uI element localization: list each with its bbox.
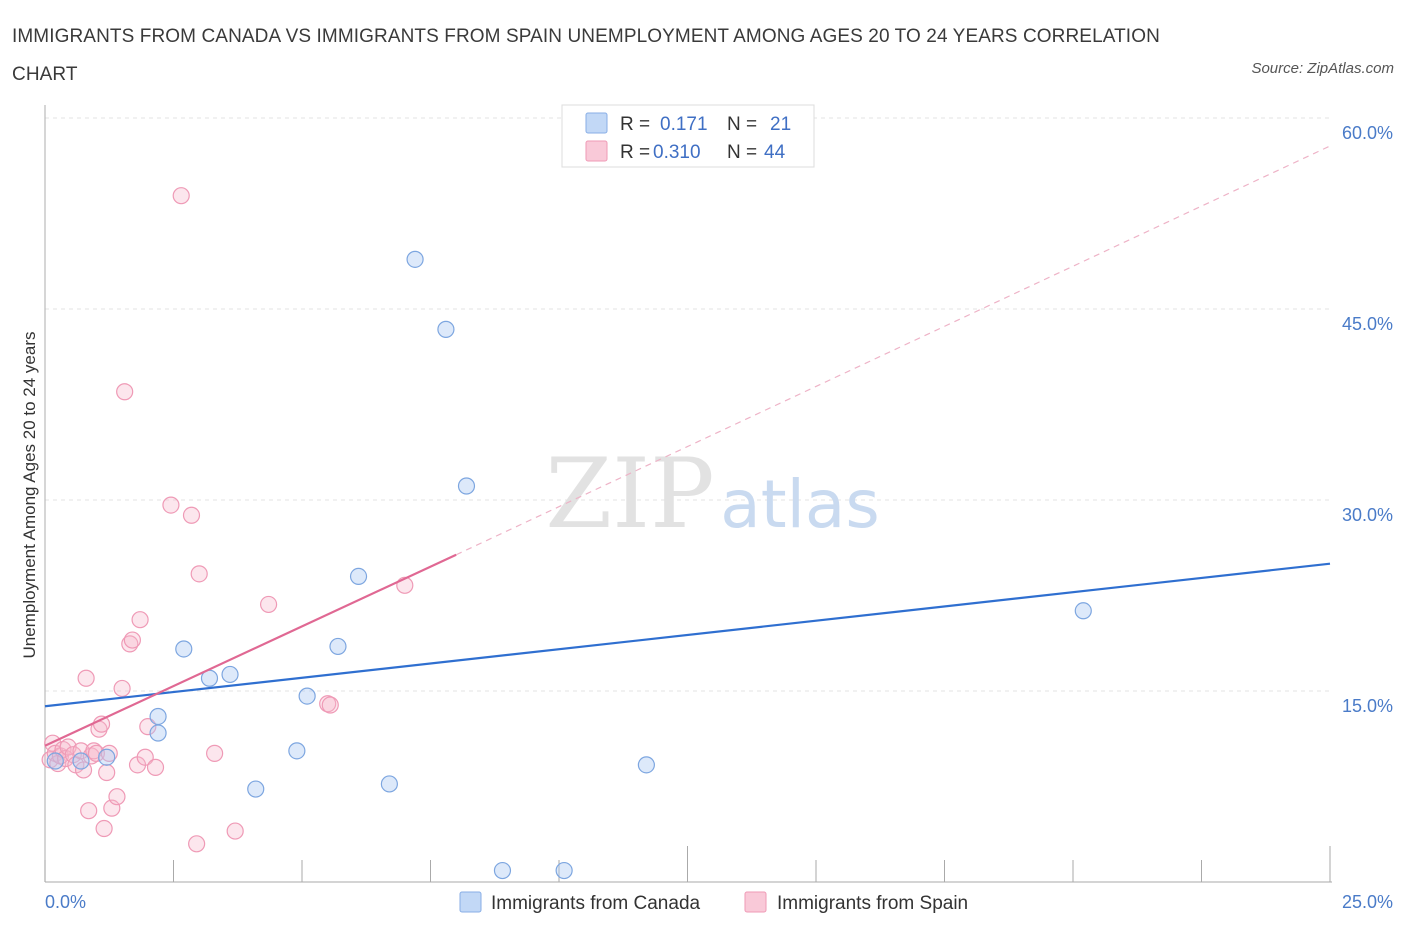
grid-lines bbox=[45, 117, 1330, 692]
point-spain bbox=[172, 187, 190, 205]
point-spain bbox=[188, 835, 206, 853]
legend-swatch-canada bbox=[585, 112, 608, 134]
point-spain bbox=[182, 506, 201, 524]
point-canada bbox=[457, 477, 476, 495]
legend-top: R = 0.171 N = 21 R = 0.310 N = 44 bbox=[561, 104, 815, 168]
point-spain bbox=[131, 611, 149, 629]
point-canada bbox=[149, 707, 167, 726]
legend-n-label-spain: N = bbox=[727, 142, 757, 163]
watermark-zip: ZIP bbox=[545, 438, 714, 550]
legend-r-value-spain: 0.310 bbox=[653, 142, 701, 163]
legend-r-value-canada: 0.171 bbox=[660, 114, 708, 135]
legend-bottom-swatch-canada bbox=[459, 891, 482, 913]
legend-bottom: Immigrants from Canada Immigrants from S… bbox=[459, 891, 968, 914]
legend-n-value-canada: 21 bbox=[770, 114, 791, 135]
point-spain bbox=[95, 819, 113, 838]
point-canada bbox=[72, 752, 90, 770]
point-canada bbox=[637, 756, 655, 774]
point-spain bbox=[139, 718, 157, 736]
point-canada bbox=[98, 748, 116, 766]
point-spain bbox=[77, 669, 95, 687]
point-spain bbox=[87, 744, 106, 762]
y-tick-label: 45.0% bbox=[1342, 314, 1393, 334]
point-canada bbox=[493, 861, 512, 880]
point-spain bbox=[162, 496, 180, 514]
point-canada bbox=[1074, 602, 1092, 620]
legend-bottom-spain: Immigrants from Spain bbox=[777, 893, 968, 914]
legend-bottom-canada: Immigrants from Canada bbox=[491, 893, 701, 914]
point-canada bbox=[329, 637, 347, 656]
point-canada bbox=[247, 780, 265, 798]
legend-n-label-canada: N = bbox=[727, 114, 757, 135]
x-tick-label-min: 0.0% bbox=[45, 892, 86, 912]
trend-line-spain-extended bbox=[455, 145, 1331, 556]
point-canada bbox=[298, 687, 316, 705]
point-canada bbox=[46, 752, 64, 770]
y-tick-label: 60.0% bbox=[1342, 123, 1393, 143]
point-spain bbox=[259, 595, 278, 614]
point-spain bbox=[146, 758, 165, 777]
point-spain bbox=[123, 631, 141, 649]
y-tick-label: 30.0% bbox=[1342, 505, 1393, 525]
point-canada bbox=[221, 665, 239, 684]
axes bbox=[44, 105, 1332, 883]
point-spain bbox=[226, 822, 244, 840]
point-spain bbox=[98, 763, 116, 782]
chart-title: IMMIGRANTS FROM CANADA VS IMMIGRANTS FRO… bbox=[12, 26, 1160, 85]
point-canada bbox=[349, 567, 368, 586]
series-spain bbox=[41, 187, 414, 853]
point-canada bbox=[380, 775, 398, 793]
point-canada bbox=[288, 742, 306, 760]
point-canada bbox=[437, 320, 455, 338]
trend-line-canada bbox=[44, 562, 1331, 708]
source-label: Source: ZipAtlas.com bbox=[1251, 60, 1394, 77]
watermark-atlas: atlas bbox=[720, 466, 880, 543]
point-canada bbox=[175, 640, 193, 658]
trend-lines bbox=[44, 145, 1331, 747]
point-spain bbox=[206, 744, 224, 762]
y-tick-label: 15.0% bbox=[1342, 696, 1393, 716]
tick-labels: 15.0% 30.0% 45.0% 60.0% 0.0% 25.0% bbox=[45, 123, 1393, 912]
point-spain bbox=[321, 696, 339, 714]
point-canada bbox=[555, 861, 573, 880]
legend-r-label-canada: R = bbox=[620, 114, 650, 135]
watermark: ZIP atlas bbox=[545, 438, 879, 550]
legend-swatch-spain bbox=[585, 140, 608, 162]
point-spain bbox=[113, 679, 131, 698]
point-spain bbox=[136, 748, 154, 766]
point-spain bbox=[116, 383, 134, 401]
series-canada bbox=[46, 250, 1092, 880]
legend-bottom-swatch-spain bbox=[744, 891, 767, 913]
x-tick-label-max: 25.0% bbox=[1342, 892, 1393, 912]
point-spain bbox=[190, 565, 208, 583]
point-spain bbox=[80, 802, 98, 820]
point-canada bbox=[149, 724, 167, 742]
point-canada bbox=[406, 250, 424, 268]
point-spain bbox=[108, 788, 126, 806]
legend-n-value-spain: 44 bbox=[764, 142, 786, 163]
legend-r-label-spain: R = bbox=[620, 142, 650, 163]
trend-line-spain bbox=[44, 553, 457, 747]
